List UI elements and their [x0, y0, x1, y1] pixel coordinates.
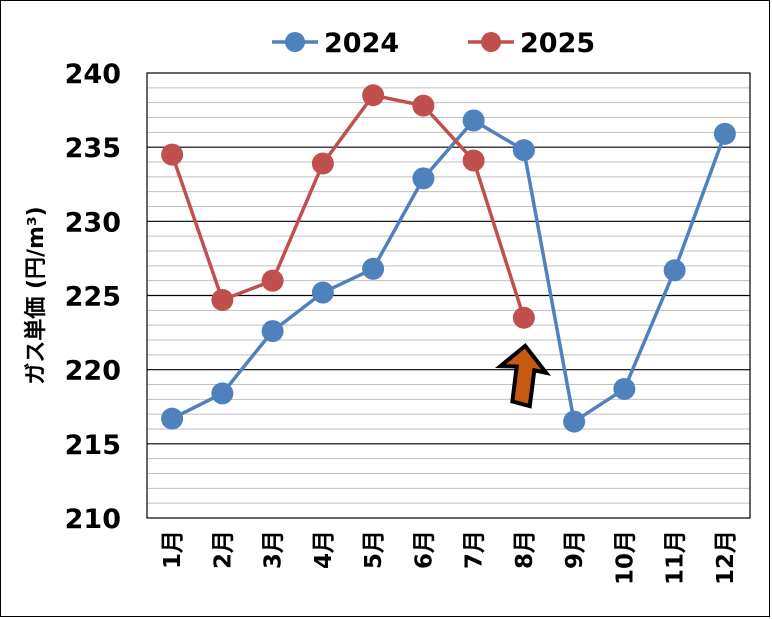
data-point-2024 [563, 410, 586, 433]
x-tick-label: 3月 [261, 530, 287, 569]
plot-area [146, 72, 751, 519]
x-tick-label: 8月 [512, 530, 538, 569]
series-line-2024 [171, 118, 727, 424]
x-tick-label: 10月 [612, 530, 638, 585]
x-tick-label: 5月 [361, 530, 387, 569]
x-tick-label: 1月 [160, 530, 186, 569]
y-tick-label: 225 [65, 282, 121, 313]
data-point-2024 [261, 320, 284, 343]
data-point-2025 [211, 288, 234, 311]
series-layer [161, 84, 736, 433]
data-point-2024 [311, 281, 334, 304]
legend: 2024 2025 [272, 28, 595, 59]
data-point-2024 [663, 259, 686, 282]
series-2024 [161, 109, 736, 433]
data-point-2025 [261, 269, 284, 292]
arrow-shape [495, 342, 551, 409]
data-point-2025 [462, 149, 485, 172]
data-point-2025 [362, 84, 385, 107]
y-tick-label: 220 [65, 356, 121, 387]
y-axis-ticks: 210 215 220 225 230 235 240 [65, 59, 121, 535]
x-tick-label: 12月 [713, 530, 739, 585]
x-tick-label: 2月 [210, 530, 236, 569]
data-point-2025 [412, 94, 435, 117]
x-tick-label: 7月 [462, 530, 488, 569]
x-tick-label: 4月 [311, 530, 337, 569]
x-axis-ticks: 1月 2月 3月 4月 5月 6月 7月 8月 9月 10月 11月 12月 [160, 530, 739, 585]
data-point-2024 [713, 122, 736, 145]
data-point-2024 [412, 167, 435, 190]
x-tick-label: 11月 [663, 530, 689, 585]
x-tick-label: 6月 [411, 530, 437, 569]
legend-marker-2025 [481, 32, 501, 52]
minor-gridlines [147, 87, 750, 504]
legend-marker-2024 [285, 32, 305, 52]
data-point-2024 [512, 139, 535, 162]
y-tick-label: 215 [65, 430, 121, 461]
y-axis-label: ガス単価 (円/m³) [23, 206, 49, 384]
data-point-2024 [161, 407, 184, 430]
legend-label-2025: 2025 [520, 28, 595, 59]
data-point-2024 [362, 257, 385, 280]
annotation-arrow [495, 342, 551, 409]
data-point-2025 [512, 306, 535, 329]
series-2025 [161, 84, 535, 329]
y-tick-label: 210 [65, 504, 121, 535]
y-tick-label: 235 [65, 133, 121, 164]
y-tick-label: 230 [65, 207, 121, 238]
data-point-2024 [211, 382, 234, 405]
data-point-2024 [462, 109, 485, 132]
x-tick-label: 9月 [562, 530, 588, 569]
legend-label-2024: 2024 [324, 28, 399, 59]
data-point-2024 [613, 377, 636, 400]
data-point-2025 [311, 152, 334, 175]
y-tick-label: 240 [65, 59, 121, 90]
data-point-2025 [161, 143, 184, 166]
